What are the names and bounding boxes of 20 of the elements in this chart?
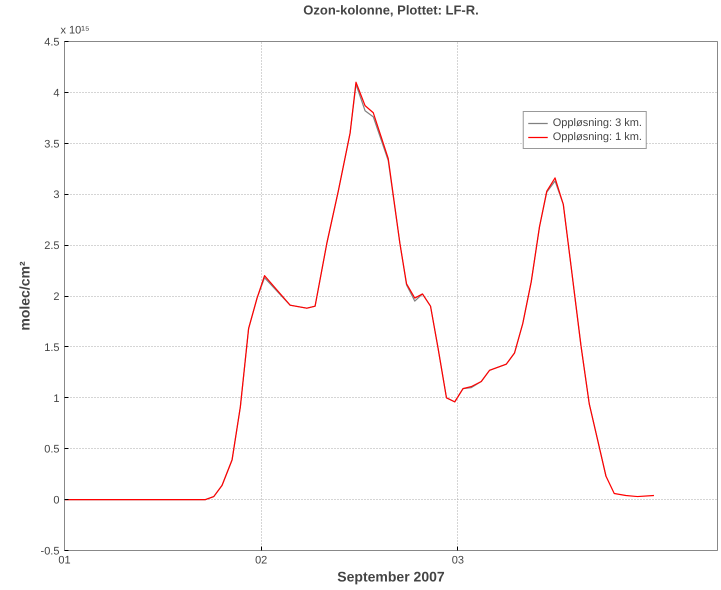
legend-label: Oppløsning: 3 km. bbox=[552, 116, 642, 130]
y-tick-label: 4.5 bbox=[44, 36, 60, 48]
x-tick-label: 01 bbox=[58, 554, 71, 566]
y-tick-label: -0.5 bbox=[40, 546, 60, 558]
x-axis-title: September 2007 bbox=[337, 568, 445, 584]
y-tick-label: 3 bbox=[53, 189, 60, 202]
y-tick-label: 0.5 bbox=[44, 444, 60, 456]
x-tick-label: 02 bbox=[255, 554, 268, 566]
text: x 10¹⁵ bbox=[60, 24, 90, 36]
y-tick-label: 1 bbox=[53, 392, 60, 405]
y-tick-label: 4 bbox=[53, 87, 60, 100]
y-tick-label: 0 bbox=[53, 494, 60, 507]
y-tick-label: 2 bbox=[53, 291, 60, 303]
x-tick-label: 03 bbox=[452, 554, 464, 566]
chart-title: Ozon-kolonne, Plottet: LF-R. bbox=[303, 2, 479, 18]
y-axis-title: molec/cm² bbox=[16, 261, 33, 331]
y-tick-label: 2.5 bbox=[44, 240, 60, 252]
y-tick-label: 3.5 bbox=[44, 138, 60, 150]
legend-label: Oppløsning: 1 km. bbox=[552, 130, 642, 144]
y-tick-label: 1.5 bbox=[44, 342, 60, 354]
